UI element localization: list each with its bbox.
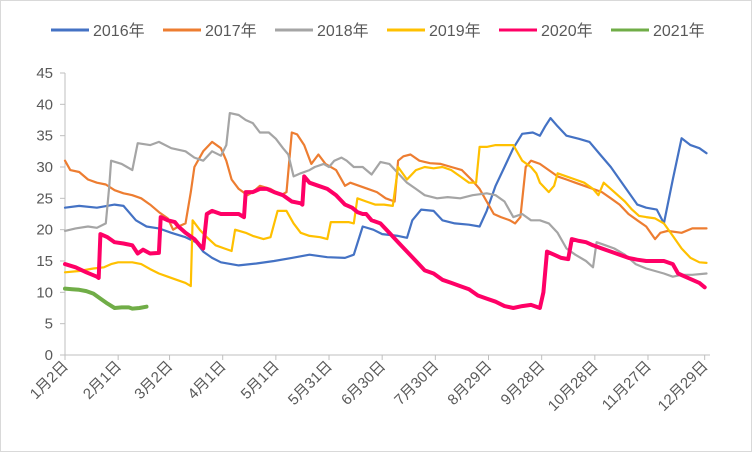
legend-label-2021: 2021年 [653,22,705,40]
y-tick-label: 20 [36,222,53,239]
legend-label-2018: 2018年 [317,22,369,40]
legend: 2016年 2017年 2018年 2019年 2020年 2021年 [51,22,705,40]
y-tick-label: 40 [36,96,53,113]
x-tick-label: 11月27日 [599,358,655,414]
series-line-2018 [63,112,708,278]
series-line-2017 [63,131,708,241]
y-tick-label: 30 [36,159,53,176]
x-tick-label: 9月28日 [498,358,549,409]
x-tick-label: 10月28日 [545,358,602,415]
x-tick-label: 3月2日 [131,358,176,403]
series-line-2020 [63,174,707,310]
y-axis: 0 5 10 15 20 25 30 35 40 45 [36,65,66,364]
y-tick-label: 0 [45,347,53,364]
y-tick-label: 15 [36,253,53,270]
legend-label-2017: 2017年 [205,22,257,40]
x-tick-label: 8月29日 [444,358,495,409]
legend-label-2019: 2019年 [429,22,481,40]
series-line-2021 [63,286,149,311]
plot-area [63,112,708,311]
legend-label-2016: 2016年 [93,22,145,40]
y-tick-label: 35 [36,128,53,145]
y-tick-label: 25 [36,190,53,207]
x-tick-label: 12月29日 [655,358,712,415]
series-line-2019 [63,144,708,288]
x-tick-label: 2月1日 [80,358,125,403]
legend-label-2020: 2020年 [541,22,593,40]
y-tick-label: 10 [36,284,53,301]
x-tick-label: 4月1日 [185,358,230,403]
x-tick-label: 5月1日 [238,358,283,403]
y-tick-label: 45 [36,65,53,82]
x-tick-label: 5月31日 [285,358,336,409]
y-tick-label: 5 [45,316,53,333]
x-tick-label: 1月2日 [27,358,72,403]
x-tick-label: 6月30日 [338,358,389,409]
x-axis: 1月2日 2月1日 3月2日 4月1日 5月1日 5月31日 6月30日 7月30日 8月29日… [27,354,712,415]
x-tick-label: 7月30日 [391,358,442,409]
